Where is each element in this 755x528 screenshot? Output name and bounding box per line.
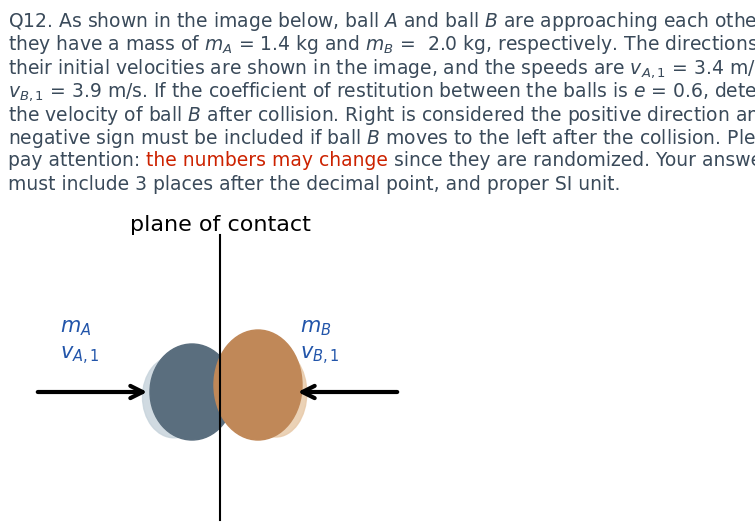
Text: they have a mass of $m_A$ = 1.4 kg and $m_B$ =  2.0 kg, respectively. The direct: they have a mass of $m_A$ = 1.4 kg and $… [8, 33, 755, 56]
Text: their initial velocities are shown in the image, and the speeds are $v_{A,1}$ = : their initial velocities are shown in th… [8, 57, 755, 80]
Ellipse shape [150, 344, 234, 440]
Text: $m_A$: $m_A$ [60, 318, 91, 338]
Text: pay attention:: pay attention: [8, 151, 146, 170]
Text: $v_{B,1}$ = 3.9 m/s. If the coefficient of restitution between the balls is $e$ : $v_{B,1}$ = 3.9 m/s. If the coefficient … [8, 80, 755, 103]
Ellipse shape [214, 330, 302, 440]
Text: $m_B$: $m_B$ [300, 318, 331, 338]
Text: since they are randomized. Your answer: since they are randomized. Your answer [388, 151, 755, 170]
Text: negative sign must be included if ball $\it{B}$ moves to the left after the coll: negative sign must be included if ball $… [8, 127, 755, 150]
Text: $v_{A,1}$: $v_{A,1}$ [60, 345, 100, 367]
Text: Q12. As shown in the image below, ball $\it{A}$ and ball $\it{B}$ are approachin: Q12. As shown in the image below, ball $… [8, 10, 755, 33]
Text: the numbers may change: the numbers may change [146, 151, 388, 170]
Text: the velocity of ball $\it{B}$ after collision. Right is considered the positive : the velocity of ball $\it{B}$ after coll… [8, 104, 755, 127]
Text: must include 3 places after the decimal point, and proper SI unit.: must include 3 places after the decimal … [8, 174, 621, 193]
Text: plane of contact: plane of contact [130, 215, 310, 235]
Text: $v_{B,1}$: $v_{B,1}$ [300, 345, 340, 367]
Ellipse shape [245, 349, 307, 437]
Ellipse shape [143, 356, 205, 438]
